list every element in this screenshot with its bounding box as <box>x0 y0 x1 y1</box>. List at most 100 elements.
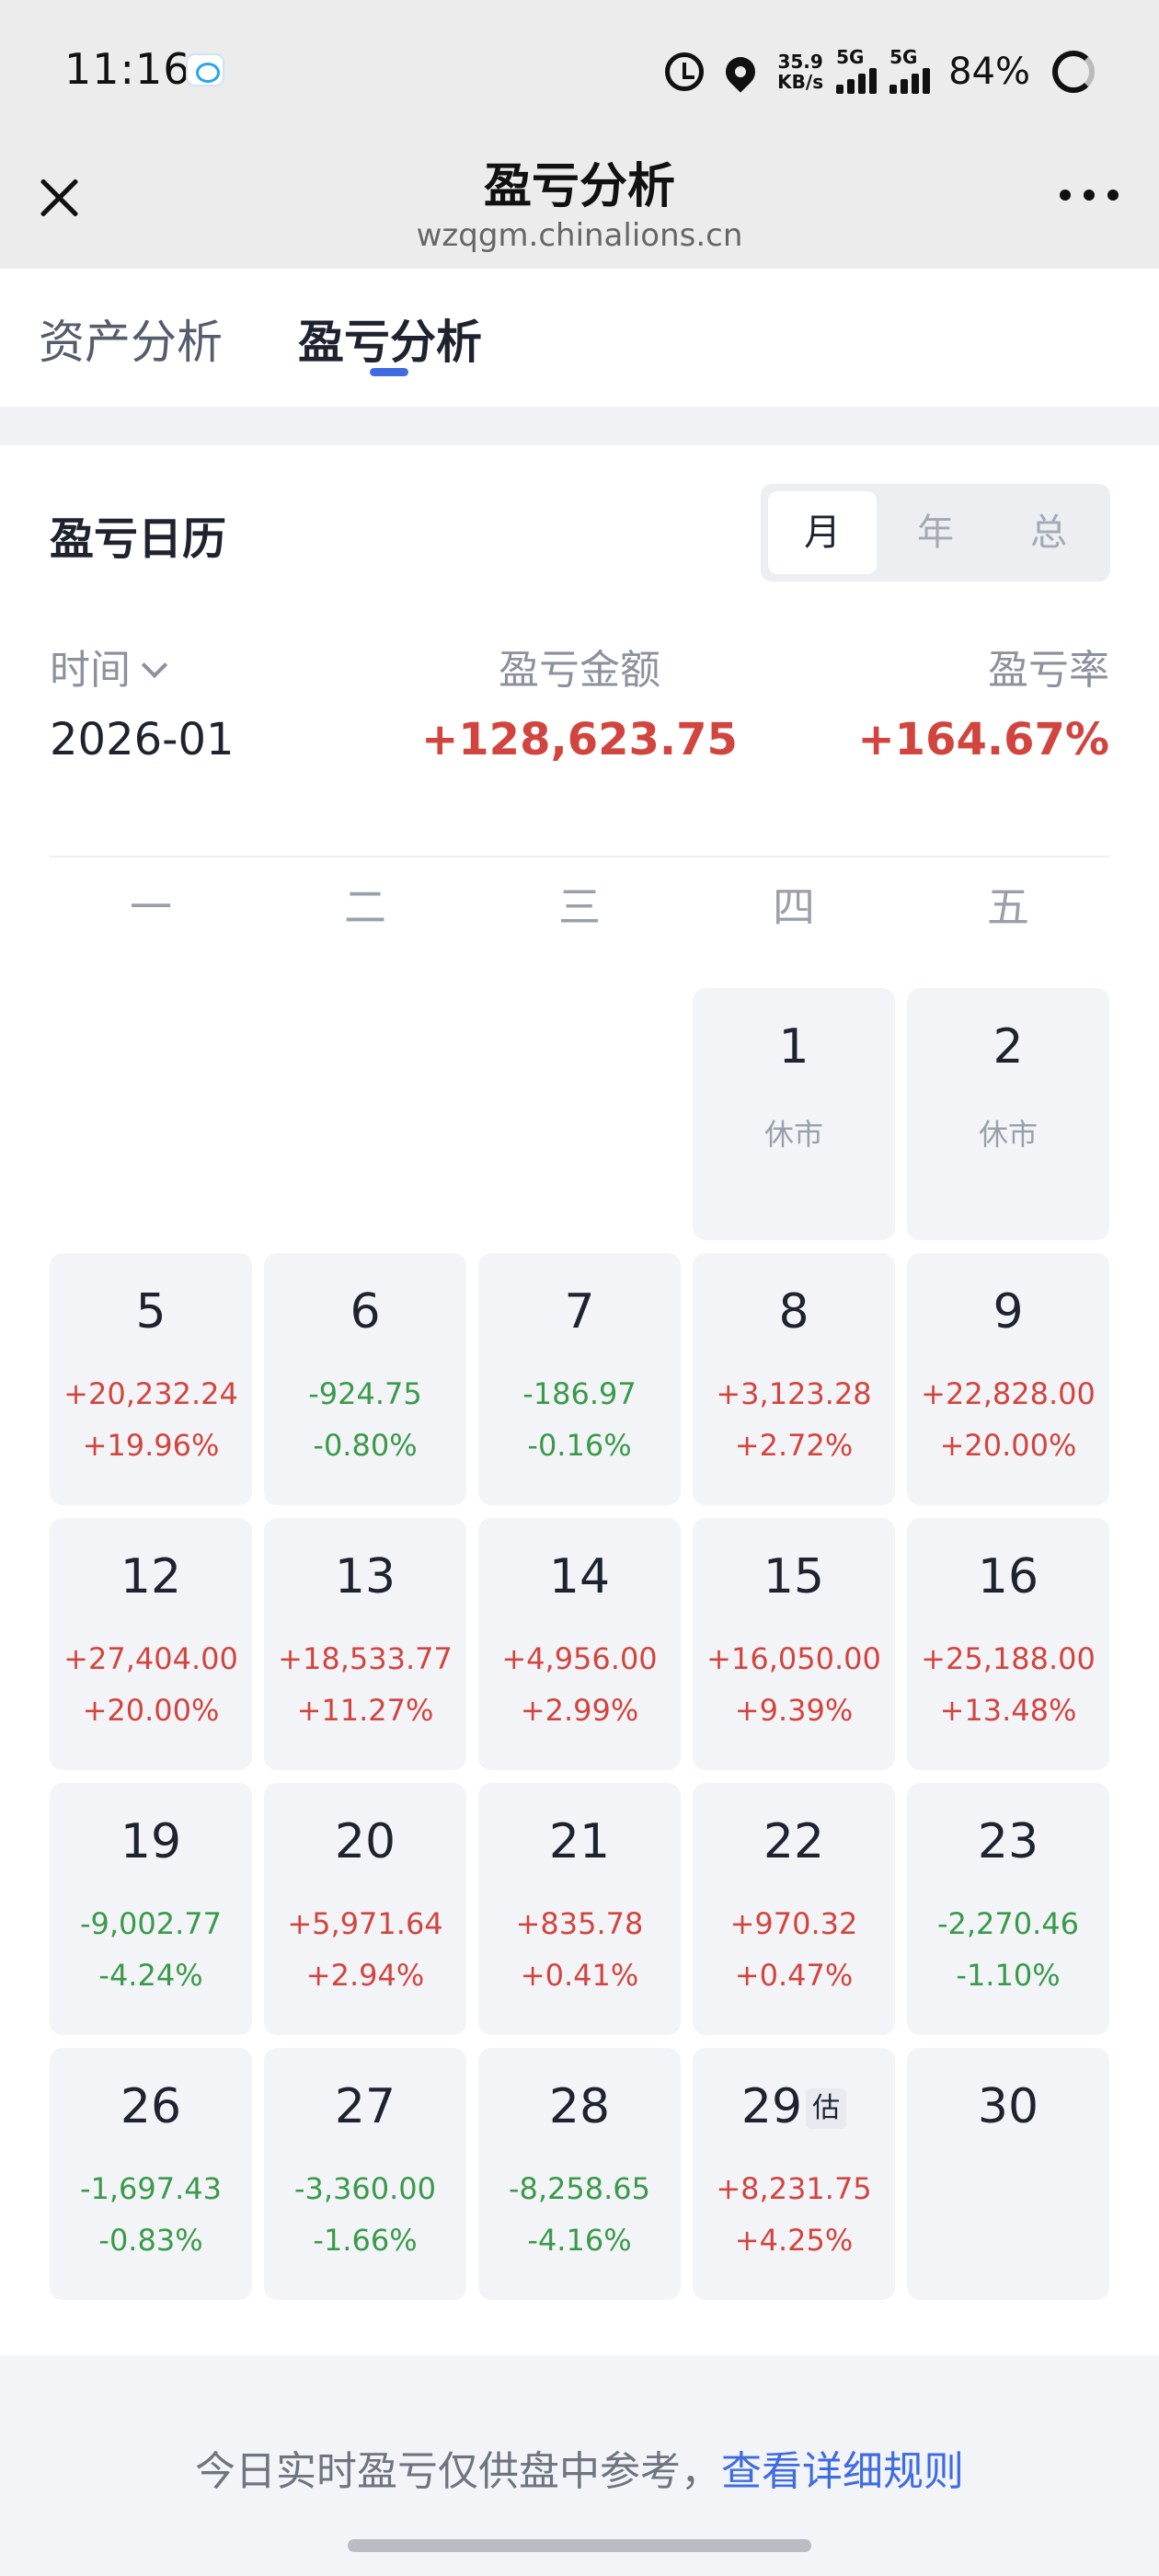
period-selector: 月 年 总 <box>761 484 1110 581</box>
day-pnl-amount: -2,270.46 <box>936 1906 1080 1941</box>
status-bar: 11:16 35.9 KB/s 5G 5G 84% <box>0 0 1159 144</box>
calendar-day-cell[interactable]: 22 +970.32 +0.47% <box>693 1783 895 2035</box>
day-number-text: 19 <box>120 1814 182 1869</box>
day-pnl-rate: -1.66% <box>313 2223 418 2258</box>
time-filter[interactable]: 时间 <box>50 637 168 696</box>
active-tab-indicator <box>370 368 408 376</box>
calendar-day-cell[interactable]: 8 +3,123.28 +2.72% <box>693 1253 895 1505</box>
title-bar: 盈亏分析 wzqgm.chinalions.cn <box>0 144 1159 269</box>
calendar-day-cell[interactable]: 26 -1,697.43 -0.83% <box>50 2048 252 2300</box>
battery-level: 84% <box>948 51 1030 93</box>
day-number-text: 16 <box>977 1549 1039 1604</box>
more-options-icon[interactable] <box>1060 190 1119 204</box>
calendar-day-cell[interactable]: 5 +20,232.24 +19.96% <box>50 1253 252 1505</box>
day-number-text: 15 <box>763 1549 825 1604</box>
signal-icon-2: 5G <box>889 46 931 94</box>
day-number-text: 2 <box>993 1019 1024 1075</box>
day-number: 21 <box>478 1814 681 1869</box>
home-indicator[interactable] <box>348 2539 811 2552</box>
day-pnl-rate: -1.10% <box>956 1958 1061 1993</box>
day-number: 9 <box>907 1284 1109 1340</box>
period-month-button[interactable]: 月 <box>768 491 877 574</box>
network-type-1: 5G <box>836 46 865 68</box>
day-pnl-amount: +25,188.00 <box>921 1641 1096 1676</box>
calendar-day-cell[interactable]: 14 +4,956.00 +2.99% <box>478 1518 681 1770</box>
day-number: 26 <box>50 2079 252 2134</box>
summary-divider <box>50 856 1109 857</box>
day-number-text: 29 <box>740 2079 803 2134</box>
day-number-text: 14 <box>548 1549 611 1604</box>
period-total-button[interactable]: 总 <box>1030 512 1067 554</box>
day-pnl-rate: -0.80% <box>313 1428 418 1463</box>
day-pnl-rate: +20.00% <box>939 1428 1077 1463</box>
period-year-button[interactable]: 年 <box>917 512 954 554</box>
footer-notice: 今日实时盈亏仅供盘中参考，查看详细规则 <box>0 2355 1159 2576</box>
calendar-day-cell[interactable]: 2 休市 <box>907 988 1109 1240</box>
footer-text: 今日实时盈亏仅供盘中参考，查看详细规则 <box>0 2438 1159 2497</box>
calendar-day-cell[interactable]: 13 +18,533.77 +11.27% <box>264 1518 466 1770</box>
summary-amount: +128,623.75 <box>421 714 738 765</box>
day-pnl-rate: +9.39% <box>734 1693 854 1728</box>
day-number: 22 <box>693 1814 895 1869</box>
day-number: 5 <box>50 1284 252 1340</box>
rules-link[interactable]: 查看详细规则 <box>721 2448 964 2495</box>
day-number-text: 12 <box>120 1549 182 1604</box>
weekday-fri: 五 <box>987 882 1029 932</box>
day-pnl-amount: +27,404.00 <box>63 1641 238 1676</box>
tab-asset-analysis[interactable]: 资产分析 <box>39 316 223 369</box>
day-pnl-rate: -4.16% <box>527 2223 632 2258</box>
day-number-text: 7 <box>564 1284 595 1340</box>
calendar-day-cell[interactable]: 23 -2,270.46 -1.10% <box>907 1783 1109 2035</box>
calendar-day-cell[interactable]: 28 -8,258.65 -4.16% <box>478 2048 681 2300</box>
calendar-day-cell[interactable]: 12 +27,404.00 +20.00% <box>50 1518 252 1770</box>
network-speed-unit: KB/s <box>777 71 824 93</box>
day-pnl-rate: +4.25% <box>734 2223 854 2258</box>
market-closed-label: 休市 <box>978 1117 1038 1152</box>
calendar-day-cell[interactable]: 15 +16,050.00 +9.39% <box>693 1518 895 1770</box>
calendar-day-cell[interactable]: 1 休市 <box>693 988 895 1240</box>
day-pnl-rate: +20.00% <box>82 1693 220 1728</box>
day-pnl-rate: +2.94% <box>305 1958 425 1993</box>
calendar-day-cell[interactable]: 7 -186.97 -0.16% <box>478 1253 681 1505</box>
day-number: 1 <box>693 1019 895 1075</box>
tab-bar: 资产分析 盈亏分析 <box>0 269 1159 407</box>
day-pnl-rate: -4.24% <box>98 1958 203 1993</box>
calendar-day-cell[interactable]: 20 +5,971.64 +2.94% <box>264 1783 466 2035</box>
day-number-text: 9 <box>993 1284 1024 1340</box>
day-number: 2 <box>907 1019 1109 1075</box>
calendar-day-cell[interactable]: 30 <box>907 2048 1109 2300</box>
weekday-wed: 三 <box>558 882 601 932</box>
market-closed-label: 休市 <box>763 1117 823 1152</box>
weekday-mon: 一 <box>130 882 172 932</box>
day-number-text: 26 <box>120 2079 182 2134</box>
day-pnl-amount: +8,231.75 <box>716 2171 872 2206</box>
message-notification-icon <box>186 53 224 86</box>
calendar-day-cell[interactable]: 27 -3,360.00 -1.66% <box>264 2048 466 2300</box>
network-type-2: 5G <box>889 46 918 68</box>
calendar-day-cell[interactable]: 19 -9,002.77 -4.24% <box>50 1783 252 2035</box>
summary-rate: +164.67% <box>857 714 1109 765</box>
day-pnl-amount: +18,533.77 <box>278 1641 453 1676</box>
tab-pnl-analysis[interactable]: 盈亏分析 <box>298 316 482 369</box>
summary-period: 2026-01 <box>50 714 235 765</box>
day-pnl-rate: -0.16% <box>527 1428 632 1463</box>
network-speed-value: 35.9 <box>777 51 823 73</box>
status-icons: 35.9 KB/s 5G 5G 84% <box>665 46 1095 96</box>
calendar-day-cell[interactable]: 9 +22,828.00 +20.00% <box>907 1253 1109 1505</box>
battery-ring-icon <box>1052 51 1095 93</box>
day-pnl-amount: +3,123.28 <box>716 1376 872 1411</box>
weekday-thu: 四 <box>773 882 815 932</box>
calendar-day-cell[interactable]: 16 +25,188.00 +13.48% <box>907 1518 1109 1770</box>
day-number-text: 22 <box>763 1814 825 1869</box>
signal-icon-1: 5G <box>836 46 878 94</box>
page-url: wzqgm.chinalions.cn <box>416 217 743 254</box>
day-number-text: 1 <box>778 1019 809 1075</box>
day-pnl-amount: +970.32 <box>729 1906 858 1941</box>
calendar-day-cell[interactable]: 29 估 +8,231.75 +4.25% <box>693 2048 895 2300</box>
day-pnl-amount: -9,002.77 <box>79 1906 223 1941</box>
amount-header: 盈亏金额 <box>499 647 660 694</box>
calendar-day-cell[interactable]: 6 -924.75 -0.80% <box>264 1253 466 1505</box>
day-number: 28 <box>478 2079 681 2134</box>
calendar-day-cell[interactable]: 21 +835.78 +0.41% <box>478 1783 681 2035</box>
